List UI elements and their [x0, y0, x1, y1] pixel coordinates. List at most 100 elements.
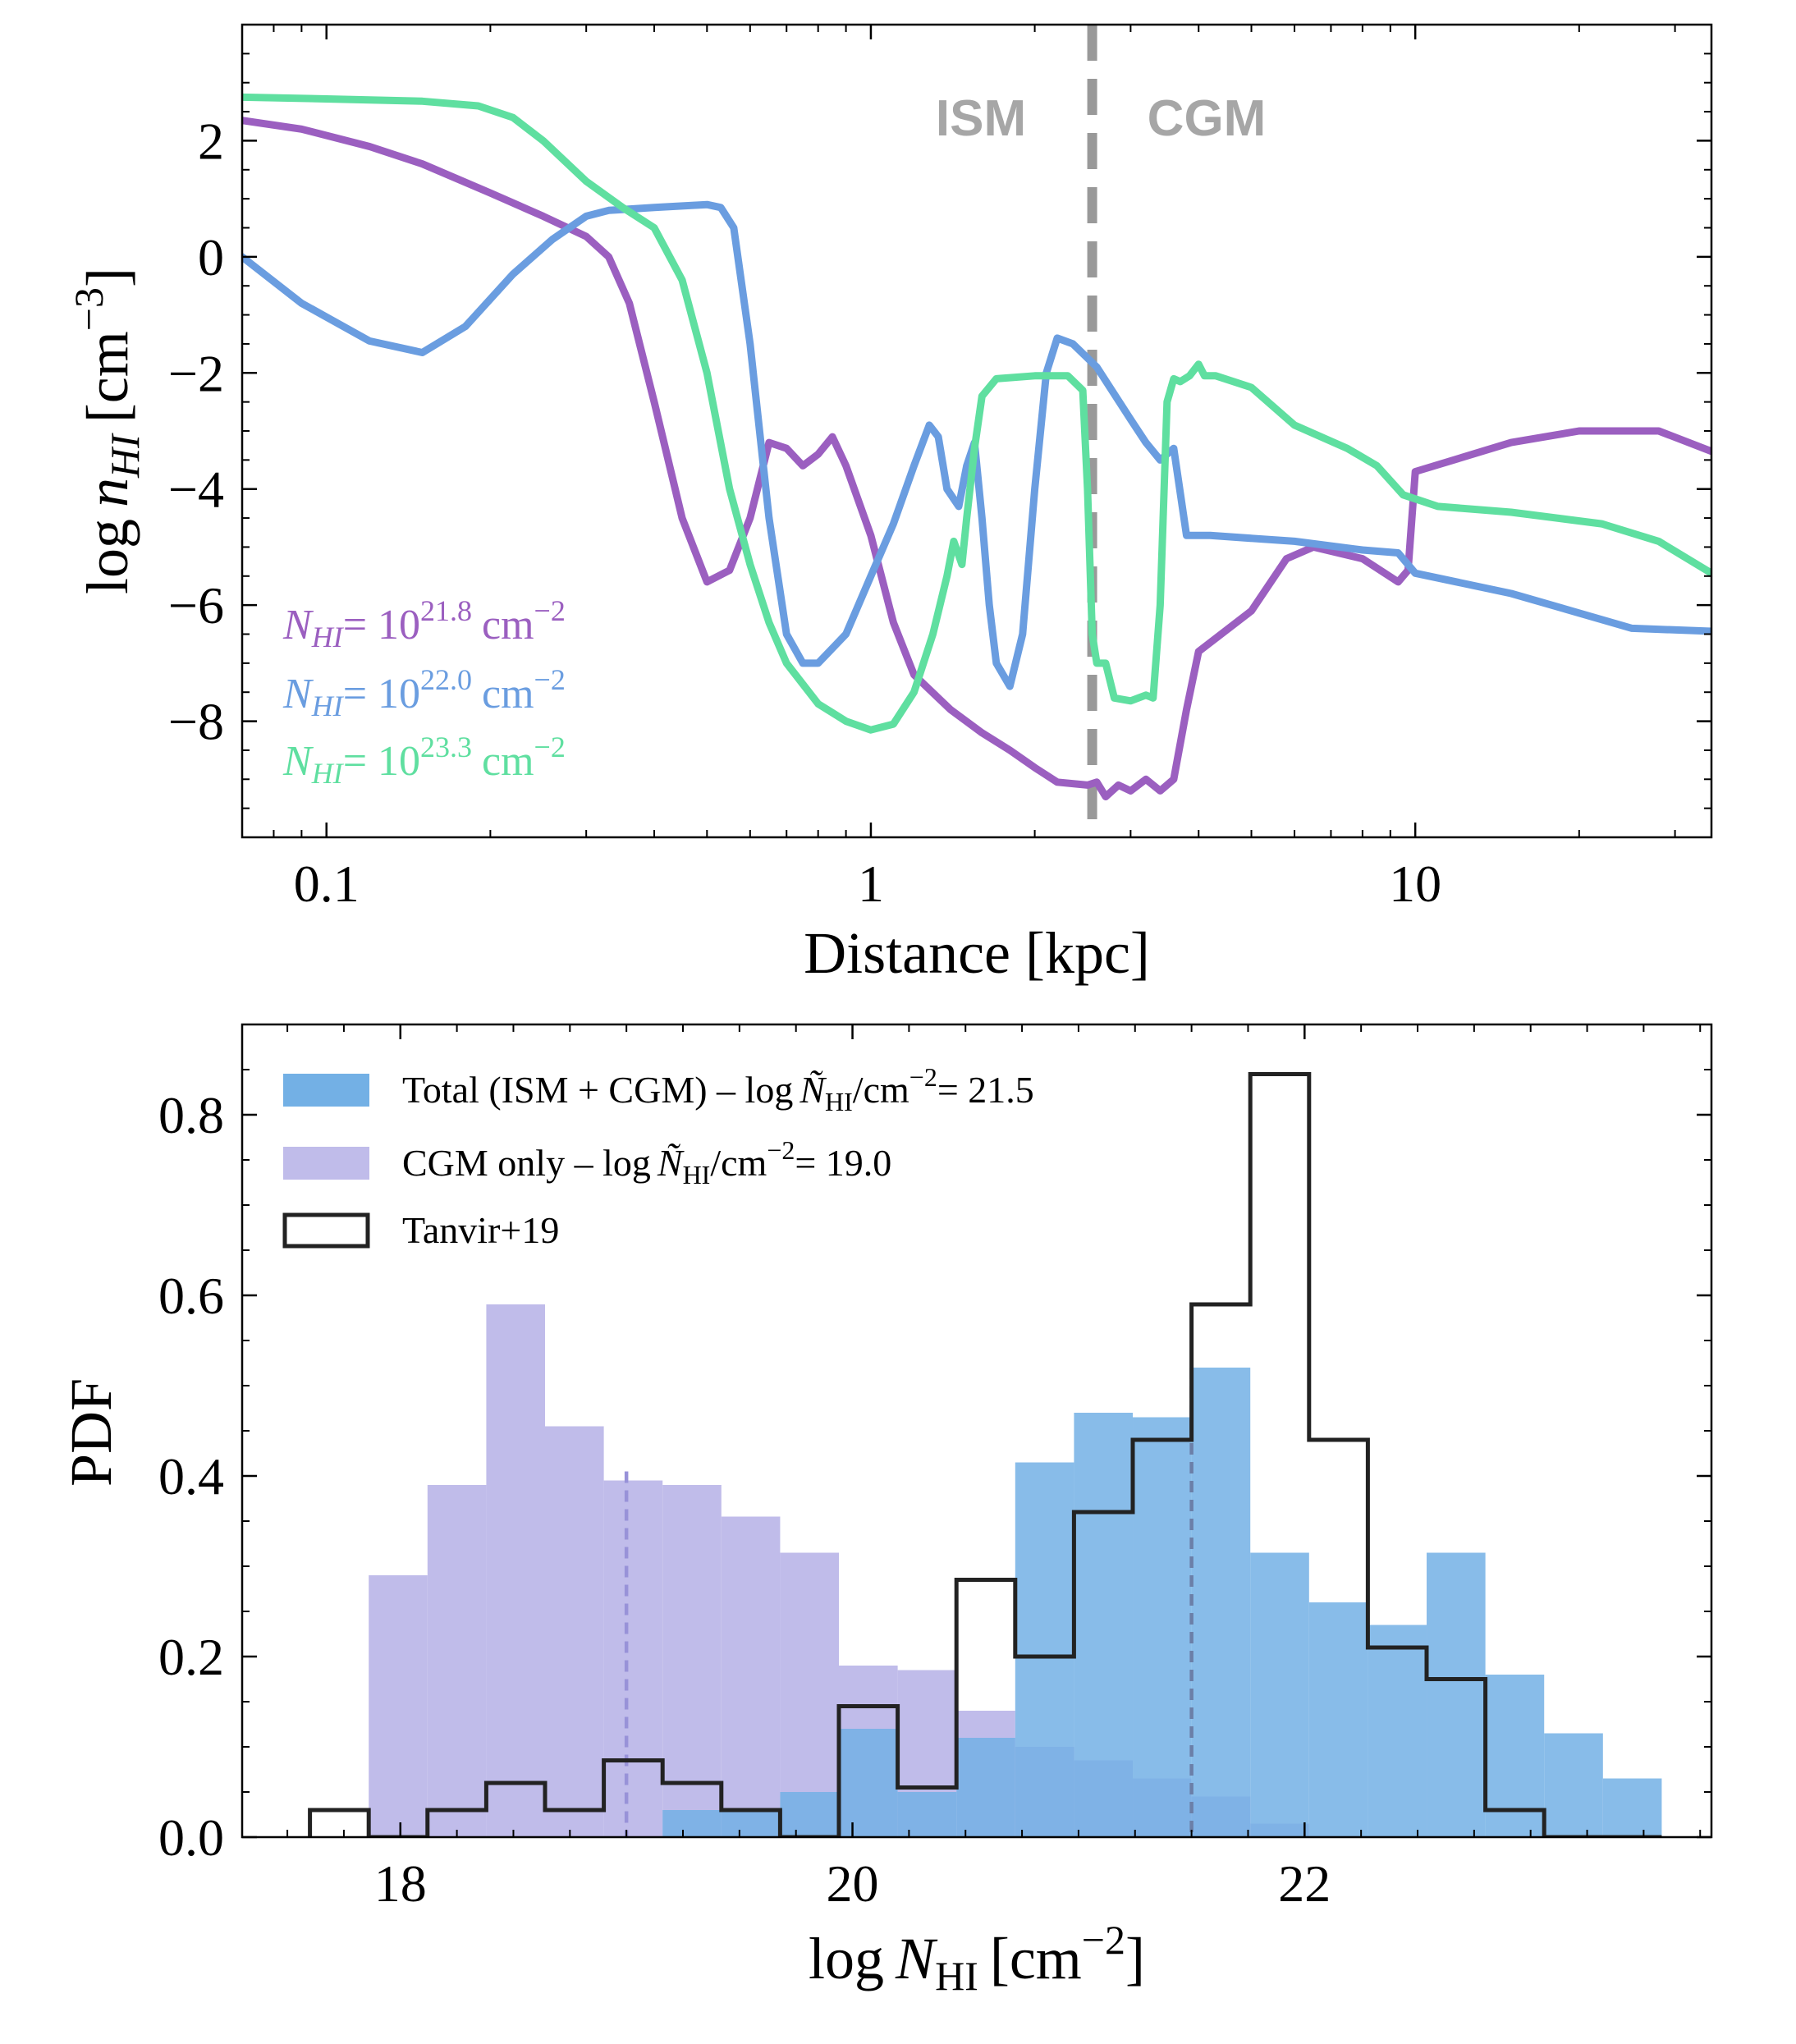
bar-total — [780, 1792, 840, 1837]
bar-cgm — [603, 1480, 663, 1837]
y-tick-label: 0.0 — [158, 1808, 224, 1867]
legend-entry-21-8: NHI= 1021.8 cm−2 — [282, 594, 566, 653]
top-axis-ticks: 0.1 1 10 −8 −6 −4 −2 0 2 — [168, 25, 1711, 913]
legend-unit: cm — [482, 671, 534, 717]
legend-var: N — [282, 671, 314, 717]
bottom-x-axis-label: log NHI [cm−2] — [809, 1917, 1145, 1999]
y-tick-label: 0.4 — [158, 1447, 224, 1506]
y-tick-label: −2 — [168, 344, 224, 402]
legend-unit-exp: −2 — [534, 594, 566, 627]
top-panel: ISM CGM NHI= 1021.8 cm−2 NHI= 1022.0 cm−2 … — [66, 23, 1713, 986]
ylabel-var: n — [75, 478, 140, 507]
bar-cgm — [545, 1426, 604, 1837]
legend-exp: 21.8 — [420, 594, 472, 627]
bar-cgm — [427, 1485, 487, 1837]
legend-unit-exp: −2 — [534, 663, 566, 696]
bar-total — [1308, 1602, 1368, 1837]
bar-total — [662, 1810, 722, 1837]
legend-unit: cm — [482, 738, 534, 785]
bar-total — [956, 1738, 1015, 1837]
ylabel-sub: HI — [102, 433, 148, 479]
legend-sub: HI — [311, 621, 345, 653]
legend-exp: 22.0 — [420, 663, 472, 696]
bar-total — [1191, 1368, 1251, 1837]
legend-value: = 21.5 — [937, 1069, 1034, 1111]
y-tick-label: 0.2 — [158, 1628, 224, 1686]
bar-cgm — [662, 1485, 722, 1837]
bar-total — [839, 1729, 898, 1837]
legend-unit: cm — [482, 602, 534, 648]
legend-eq: = 10 — [343, 738, 420, 785]
legend-main: Total (ISM + CGM) – log — [402, 1069, 793, 1111]
legend-swatch-tanvir — [282, 1212, 370, 1249]
legend-unit: /cm — [710, 1142, 767, 1184]
legend-swatch-cgm — [283, 1147, 369, 1180]
ylabel-log: log — [75, 519, 140, 594]
median-lines — [624, 1368, 1194, 1837]
bar-total — [1602, 1778, 1662, 1837]
xlabel-exp: −2 — [1082, 1917, 1125, 1963]
ylabel-unit: [cm — [75, 331, 140, 423]
top-legend: NHI= 1021.8 cm−2 NHI= 1022.0 cm−2 NHI= 102… — [282, 594, 566, 790]
bar-total — [1074, 1413, 1134, 1837]
bottom-y-axis-label: PDF — [58, 1378, 124, 1487]
legend-entry-22-0: NHI= 1022.0 cm−2 — [282, 663, 566, 722]
legend-entry-tanvir: Tanvir+19 — [402, 1209, 559, 1251]
bar-cgm — [486, 1304, 546, 1837]
y-tick-label: −4 — [168, 461, 224, 519]
cgm-label: CGM — [1148, 90, 1267, 147]
legend-exp: −2 — [909, 1062, 937, 1092]
x-tick-label: 0.1 — [294, 855, 360, 913]
legend-exp: −2 — [767, 1135, 795, 1165]
bar-total — [1368, 1625, 1427, 1837]
legend-exp: 23.3 — [420, 731, 472, 763]
y-tick-label: −6 — [168, 576, 224, 635]
xlabel-sub: HI — [935, 1953, 978, 1999]
xlabel-unit: [cm — [990, 1926, 1082, 1991]
y-tick-label: −8 — [168, 693, 224, 751]
legend-sub: HI — [683, 1160, 711, 1189]
bar-cgm — [721, 1516, 781, 1837]
legend-entry-cgm: CGM only – log ÑHI/cm−2= 19.0 — [402, 1135, 891, 1189]
histogram-bars — [369, 1304, 1662, 1837]
bar-total — [1133, 1417, 1192, 1837]
x-tick-label: 18 — [374, 1854, 427, 1913]
legend-sub: HI — [825, 1087, 853, 1116]
xlabel-close: ] — [1125, 1926, 1145, 1991]
bottom-panel: Total (ISM + CGM) – log ÑHI/cm−2= 21.5 CG… — [58, 1023, 1713, 1999]
y-tick-label: 2 — [198, 112, 224, 170]
density-profiles — [242, 93, 1711, 800]
ylabel-close: ] — [75, 268, 140, 287]
y-tick-label: 0.6 — [158, 1267, 224, 1325]
bar-total — [1250, 1552, 1309, 1837]
top-y-axis-label: log nHI [cm−3] — [66, 268, 148, 594]
legend-main: CGM only – log — [402, 1142, 651, 1184]
ism-label: ISM — [936, 90, 1026, 147]
bar-total — [1485, 1675, 1545, 1837]
legend-eq: = 10 — [343, 671, 420, 717]
bar-total — [1427, 1552, 1486, 1837]
xlabel-var: N — [895, 1926, 938, 1991]
legend-var: N — [282, 602, 314, 648]
legend-var: Ñ — [799, 1069, 827, 1111]
x-tick-label: 22 — [1278, 1854, 1331, 1913]
legend-sub: HI — [311, 757, 345, 790]
legend-var: Ñ — [657, 1142, 685, 1184]
tanvir-step-histogram — [308, 1072, 1662, 1837]
y-tick-label: 0.8 — [158, 1086, 224, 1144]
top-x-axis-label: Distance [kpc] — [804, 920, 1150, 986]
bar-cgm — [780, 1552, 840, 1837]
legend-unit: /cm — [853, 1069, 909, 1111]
y-tick-label: 0 — [198, 228, 224, 286]
bottom-legend: Total (ISM + CGM) – log ÑHI/cm−2= 21.5 CG… — [282, 1062, 1034, 1251]
legend-var: N — [282, 738, 314, 785]
legend-entry-total: Total (ISM + CGM) – log ÑHI/cm−2= 21.5 — [402, 1062, 1034, 1116]
legend-sub: HI — [311, 690, 345, 722]
series-line-2 — [242, 93, 1711, 734]
legend-swatch-total — [283, 1074, 369, 1107]
xlabel-log: log — [809, 1926, 884, 1991]
legend-entry-23-3: NHI= 1023.3 cm−2 — [282, 731, 566, 790]
ylabel-exp: −3 — [66, 287, 112, 331]
bottom-plot-frame — [241, 1023, 1713, 1839]
legend-unit-exp: −2 — [534, 731, 566, 763]
